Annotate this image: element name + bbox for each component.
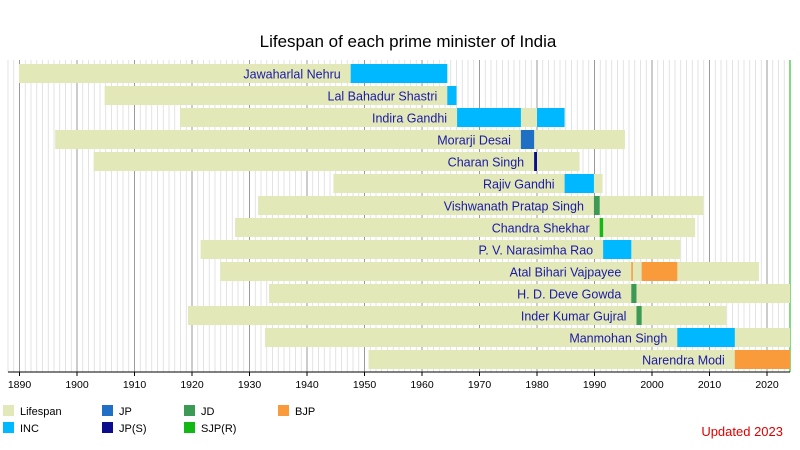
- term-bar: [631, 262, 633, 281]
- legend-item: JP(S): [102, 422, 147, 435]
- term-bar: [534, 152, 537, 171]
- legend-label: JD: [201, 406, 215, 418]
- term-bar: [603, 240, 632, 259]
- legend-label: JP: [119, 406, 132, 418]
- pm-name-label: P. V. Narasimha Rao: [478, 244, 593, 258]
- legend-label: INC: [20, 423, 39, 435]
- pm-name-label: Lal Bahadur Shastri: [328, 90, 438, 104]
- pm-name-label: Rajiv Gandhi: [483, 178, 555, 192]
- pm-row: Jawaharlal Nehru: [18, 64, 448, 83]
- term-bar: [734, 350, 790, 369]
- pm-row: Narendra Modi: [368, 350, 790, 369]
- x-tick-label: 1960: [410, 379, 434, 391]
- lifespan-bar: [55, 130, 625, 149]
- term-bar: [457, 108, 521, 127]
- legend-item: JD: [184, 405, 215, 418]
- legend-item: INC: [3, 422, 39, 435]
- term-bar: [447, 86, 457, 105]
- legend-item: JP: [102, 405, 132, 418]
- pm-row: Charan Singh: [93, 152, 580, 171]
- term-bar: [677, 328, 735, 347]
- lifespan-bar: [265, 328, 790, 347]
- lifespan-bar: [220, 262, 759, 281]
- pm-row: Rajiv Gandhi: [333, 174, 603, 193]
- x-tick-label: 1890: [8, 379, 32, 391]
- pm-row: P. V. Narasimha Rao: [200, 240, 681, 259]
- bars: Jawaharlal Nehru Lal Bahadur Shastri Indir…: [18, 64, 790, 369]
- x-tick-label: 1970: [468, 379, 492, 391]
- x-tick-label: 2000: [640, 379, 664, 391]
- pm-row: Vishwanath Pratap Singh: [258, 196, 704, 215]
- x-tick-label: 1980: [525, 379, 549, 391]
- legend-swatch: [3, 422, 14, 433]
- x-tick-label: 1990: [583, 379, 607, 391]
- lifespan-bar: [104, 86, 457, 105]
- legend-swatch: [102, 422, 113, 433]
- legend-swatch: [184, 422, 195, 433]
- legend-item: BJP: [278, 405, 315, 418]
- x-tick-label: 2020: [755, 379, 779, 391]
- legend-swatch: [278, 405, 289, 416]
- updated-note: Updated 2023: [701, 424, 783, 439]
- pm-name-label: H. D. Deve Gowda: [517, 288, 621, 302]
- pm-name-label: Charan Singh: [448, 156, 524, 170]
- pm-row: H. D. Deve Gowda: [269, 284, 790, 303]
- pm-row: Lal Bahadur Shastri: [104, 86, 457, 105]
- pm-name-label: Jawaharlal Nehru: [243, 68, 340, 82]
- term-bar: [636, 306, 642, 325]
- pm-name-label: Chandra Shekhar: [492, 222, 590, 236]
- pm-row: Morarji Desai: [55, 130, 625, 149]
- pm-row: Chandra Shekhar: [235, 218, 696, 237]
- x-tick-label: 1910: [123, 379, 147, 391]
- lifespan-bar: [18, 64, 448, 83]
- lifespan-bar: [269, 284, 790, 303]
- lifespan-bar: [200, 240, 681, 259]
- pm-name-label: Inder Kumar Gujral: [521, 310, 627, 324]
- legend-swatch: [184, 405, 195, 416]
- term-bar: [599, 218, 604, 237]
- x-tick-label: 1920: [180, 379, 204, 391]
- x-tick-label: 1900: [65, 379, 89, 391]
- x-tick-label: 1940: [295, 379, 319, 391]
- legend-label: SJP(R): [201, 423, 236, 435]
- legend-item: Lifespan: [3, 405, 62, 418]
- legend: Lifespan INC JP JP(S) JD SJP(R) BJP: [3, 405, 315, 435]
- lifespan-bar: [368, 350, 790, 369]
- pm-name-label: Vishwanath Pratap Singh: [444, 200, 584, 214]
- term-bar: [631, 284, 637, 303]
- lifespan-bar: [333, 174, 603, 193]
- pm-name-label: Morarji Desai: [437, 134, 511, 148]
- lifespan-bar: [258, 196, 704, 215]
- pm-row: Manmohan Singh: [265, 328, 790, 347]
- lifespan-bar: [187, 306, 727, 325]
- term-bar: [564, 174, 594, 193]
- legend-label: BJP: [295, 406, 315, 418]
- legend-swatch: [3, 405, 14, 416]
- x-axis: 1890 1900 1910 1920 1930 1940 1950 1960 1970 1980…: [8, 371, 790, 391]
- pm-name-label: Manmohan Singh: [569, 332, 667, 346]
- pm-row: Atal Bihari Vajpayee: [220, 262, 759, 281]
- pm-name-label: Atal Bihari Vajpayee: [510, 266, 622, 280]
- legend-label: Lifespan: [20, 406, 62, 418]
- term-bar: [350, 64, 448, 83]
- term-bar: [520, 130, 535, 149]
- pm-name-label: Indira Gandhi: [372, 112, 447, 126]
- x-tick-label: 1930: [238, 379, 262, 391]
- pm-row: Indira Gandhi: [179, 108, 565, 127]
- x-tick-label: 1950: [353, 379, 377, 391]
- pm-row: Inder Kumar Gujral: [187, 306, 727, 325]
- x-tick-label: 2010: [698, 379, 722, 391]
- legend-label: JP(S): [119, 423, 147, 435]
- term-bar: [537, 108, 565, 127]
- chart-title: Lifespan of each prime minister of India: [260, 32, 557, 51]
- lifespan-bar: [93, 152, 580, 171]
- legend-item: SJP(R): [184, 422, 236, 435]
- grid: [7, 60, 791, 372]
- pm-name-label: Narendra Modi: [642, 354, 725, 368]
- term-bar: [593, 196, 600, 215]
- term-bar: [641, 262, 678, 281]
- lifespan-bar: [235, 218, 696, 237]
- legend-swatch: [102, 405, 113, 416]
